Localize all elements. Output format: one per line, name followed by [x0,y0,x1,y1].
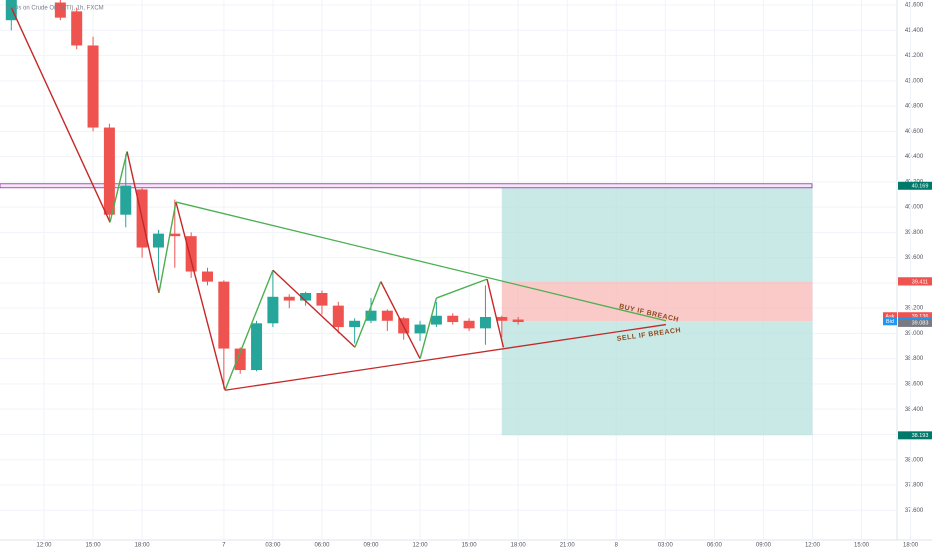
x-tick-label: 12:00 [36,543,52,549]
horizontal-level [0,183,813,189]
candle-body [267,296,279,324]
y-tick-label: 39.800 [905,230,924,236]
candle-body [512,319,524,323]
price-badge [898,312,932,321]
x-tick-label: 18:00 [511,543,527,549]
candle-body [234,348,246,371]
x-tick-label: 03:00 [658,543,674,549]
x-tick-label: 7 [222,543,226,549]
candle-body [332,305,344,328]
zigzag-segment [272,269,356,348]
candle-body [202,271,213,282]
price-badge-label: 40.169 [912,184,929,190]
candle-body [283,296,295,301]
zigzag-segment [10,7,111,223]
candle-body [463,320,475,329]
price-badge [898,181,932,190]
y-tick-label: 39.200 [905,306,924,312]
y-tick-label: 38.000 [905,457,924,463]
candle-body [71,11,83,46]
x-tick-label: 21:00 [560,543,576,549]
x-tick-label: 8 [615,543,619,549]
x-tick-label: 12:00 [805,543,821,549]
candle-body [365,310,377,321]
price-badge [898,318,932,327]
y-tick-label: 40.800 [905,104,924,110]
zigzag-segment [158,201,177,294]
y-tick-label: 41.200 [905,53,924,59]
y-tick-label: 39.600 [905,255,924,261]
zigzag-segment [380,281,421,359]
candle-body [152,233,164,248]
candle-body [87,45,99,128]
candle-body [169,233,181,237]
candle-body [185,236,197,272]
candle-body [430,315,442,325]
y-tick-label: 39.000 [905,331,924,337]
candle-body [120,185,132,215]
y-tick-label: 37.800 [905,483,924,489]
price-badge [898,277,932,286]
x-tick-label: 15:00 [86,543,102,549]
price-tag-label: Ask [885,314,894,320]
position-zone [501,185,813,282]
zigzag-segment [126,151,160,294]
zigzag-segment [224,270,274,391]
position-zone [501,281,813,322]
trendline [175,201,667,322]
candle-body [479,316,491,329]
y-tick-label: 41.600 [905,3,924,9]
candle-body [218,281,230,349]
candle-body [5,0,17,21]
price-tag-label: Bid [886,319,894,325]
candle-body [381,310,393,321]
y-tick-label: 38.800 [905,356,924,362]
price-badge-label: 39.136 [912,314,929,320]
price-badge [898,431,932,440]
x-tick-label: 06:00 [314,543,330,549]
candle-body [54,2,66,18]
y-tick-label: 40.000 [905,205,924,211]
trendline [224,323,667,391]
x-tick-label: 15:00 [462,543,478,549]
x-tick-label: 09:00 [363,543,379,549]
y-tick-label: 37.600 [905,508,924,514]
y-tick-label: 41.000 [905,78,924,84]
chart-title: CFDs on Crude Oil (WTI), 1h, FXCM [6,6,104,12]
price-tag [883,317,897,326]
price-tag [883,312,897,321]
zigzag-segment [486,278,505,348]
y-tick-label: 38.400 [905,407,924,413]
zigzag-segment [175,201,226,391]
zigzag-segment [419,297,438,359]
x-tick-label: 15:00 [854,543,870,549]
x-tick-label: 06:00 [707,543,723,549]
price-badge-label: 38.193 [912,433,929,439]
y-tick-label: 38.600 [905,382,924,388]
candle-body [496,316,508,321]
candle-body [300,292,312,301]
candle-body [414,324,426,334]
zigzag-segment [436,278,488,299]
zigzag-segment [109,151,128,223]
candle-body [316,292,328,306]
y-tick-label: 40.400 [905,154,924,160]
zigzag-segment [354,281,382,348]
candle-body [251,323,263,371]
candle-body [103,127,115,215]
x-tick-label: 12:00 [413,543,429,549]
candle-body [447,315,459,323]
x-tick-label: 03:00 [265,543,281,549]
price-badge-label: 39.083 [912,321,929,327]
x-tick-label: 09:00 [756,543,772,549]
price-badge-label: 39.411 [912,279,928,285]
x-tick-label: 18:00 [135,543,151,549]
position-zone [501,321,813,436]
y-tick-label: 40.600 [905,129,924,135]
candle-body [349,320,361,328]
y-tick-label: 41.400 [905,28,924,34]
x-tick-label: 18:00 [903,543,919,549]
